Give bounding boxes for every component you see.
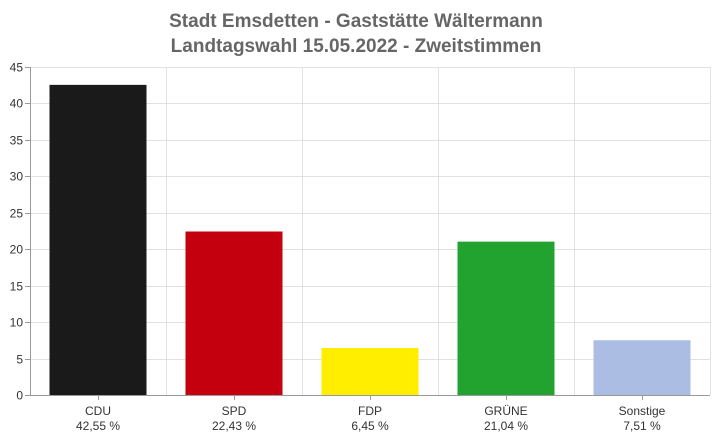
y-tick-label: 0 xyxy=(16,389,23,403)
x-tick-label: Sonstige xyxy=(619,404,666,418)
value-label: 7,51 % xyxy=(623,419,661,433)
x-tick-label: CDU xyxy=(85,404,111,418)
chart-title: Stadt Emsdetten - Gaststätte Wältermann xyxy=(169,11,543,32)
bar-fdp xyxy=(321,347,419,395)
y-tick-label: 5 xyxy=(16,353,23,367)
y-tick-label: 40 xyxy=(10,97,24,111)
chart-subtitle: Landtagswahl 15.05.2022 - Zweitstimmen xyxy=(171,36,542,57)
y-tick-label: 20 xyxy=(10,243,24,257)
x-tick-label: FDP xyxy=(358,404,382,418)
value-label: 21,04 % xyxy=(484,419,528,433)
bar-cdu xyxy=(49,84,147,395)
bar-spd xyxy=(185,231,283,395)
y-axis-ticks: 0 5 10 15 20 25 30 35 40 45 xyxy=(10,61,30,403)
bar-sonstige xyxy=(593,340,691,395)
y-tick-label: 30 xyxy=(10,170,24,184)
y-tick-label: 45 xyxy=(10,61,24,75)
value-label: 22,43 % xyxy=(212,419,256,433)
value-label: 42,55 % xyxy=(76,419,120,433)
x-tick-label: SPD xyxy=(222,404,247,418)
value-label: 6,45 % xyxy=(351,419,389,433)
y-tick-label: 35 xyxy=(10,134,24,148)
y-tick-label: 15 xyxy=(10,280,24,294)
bar-grüne xyxy=(457,241,555,395)
y-tick-label: 25 xyxy=(10,207,24,221)
y-tick-label: 10 xyxy=(10,316,24,330)
x-tick-label: GRÜNE xyxy=(484,404,527,418)
bars xyxy=(49,84,691,395)
